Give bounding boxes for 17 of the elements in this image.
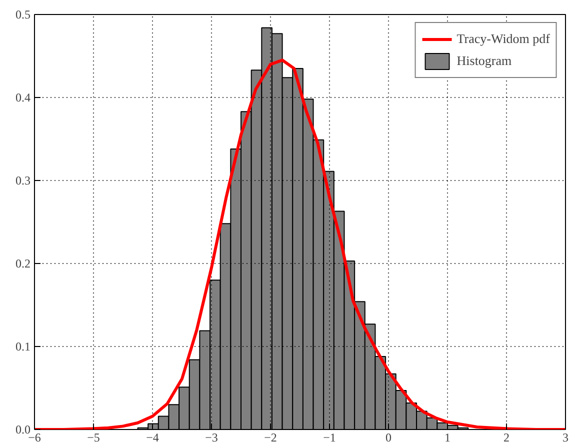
x-tick-label: 2: [504, 430, 510, 444]
x-tick-label: 0: [386, 430, 392, 444]
y-tick-label: 0.2: [16, 256, 30, 270]
x-tick-label: −4: [146, 430, 159, 444]
legend-label: Tracy-Widom pdf: [456, 31, 550, 47]
y-tick-label: 0.0: [16, 422, 30, 436]
x-tick-label: 1: [444, 430, 450, 444]
x-tick-label: −5: [87, 430, 100, 444]
x-tick-label: −2: [264, 430, 277, 444]
y-tick-label: 0.1: [16, 340, 30, 354]
x-tick-label: −3: [205, 430, 218, 444]
y-tick-label: 0.5: [16, 8, 30, 22]
x-tick-label: 3: [562, 430, 568, 444]
y-tick-label: 0.3: [16, 174, 30, 188]
x-tick-label: −1: [323, 430, 336, 444]
legend-label: Histogram: [456, 53, 512, 69]
y-tick-label: 0.4: [16, 90, 30, 104]
